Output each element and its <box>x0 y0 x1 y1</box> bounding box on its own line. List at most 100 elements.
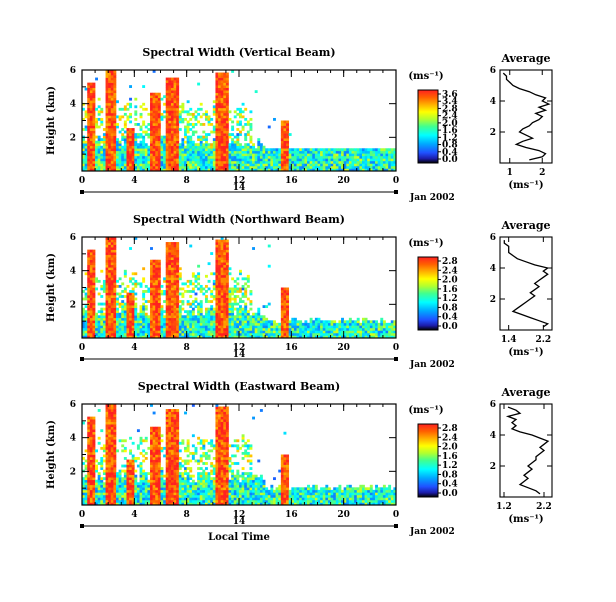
heatmap-cell <box>231 330 234 333</box>
heatmap-cell <box>247 131 250 134</box>
heatmap-cell <box>380 318 383 321</box>
heatmap-cell <box>223 103 226 106</box>
heatmap-cell <box>268 153 271 156</box>
heatmap-cell <box>90 467 93 470</box>
heatmap-cell <box>132 282 135 285</box>
heatmap-cell <box>192 272 195 275</box>
heatmap-cell <box>200 300 203 303</box>
heatmap-cell <box>155 480 158 483</box>
heatmap-cell <box>142 487 145 490</box>
heatmap-cell <box>231 293 234 296</box>
heatmap-cell <box>113 115 116 118</box>
heatmap-cell <box>166 288 169 291</box>
heatmap-cell <box>129 323 132 326</box>
heatmap-cell <box>370 151 373 154</box>
heatmap-cell <box>372 323 375 326</box>
heatmap-cell <box>150 482 153 485</box>
heatmap-cell <box>252 328 255 331</box>
heatmap-cell <box>155 482 158 485</box>
heatmap-cell <box>181 108 184 111</box>
heatmap-cell <box>236 290 239 293</box>
heatmap-cell <box>150 161 153 164</box>
heatmap-cell <box>98 318 101 321</box>
heatmap-cell <box>318 156 321 159</box>
heatmap-cell <box>380 161 383 164</box>
heatmap-cells <box>82 70 396 171</box>
heatmap-cell <box>90 452 93 455</box>
heatmap-cell <box>265 323 268 326</box>
heatmap-cell <box>142 492 145 495</box>
heatmap-cell <box>304 158 307 161</box>
heatmap-cell <box>108 252 111 255</box>
heatmap-cell <box>134 490 137 493</box>
heatmap-cell <box>299 148 302 151</box>
heatmap-cell <box>111 161 114 164</box>
heatmap-cell <box>145 133 148 136</box>
heatmap-cell <box>273 153 276 156</box>
heatmap-cell <box>119 475 122 478</box>
heatmap-cell <box>231 146 234 149</box>
heatmap-cell <box>205 295 208 298</box>
heatmap-cell <box>108 262 111 265</box>
heatmap-cell <box>106 323 109 326</box>
heatmap-cell <box>87 298 90 301</box>
heatmap-cell <box>108 148 111 151</box>
heatmap-cell <box>150 460 153 463</box>
heatmap-cell <box>134 475 137 478</box>
heatmap-cell <box>297 320 300 323</box>
heatmap-cell <box>111 495 114 498</box>
heatmap-cell <box>359 325 362 328</box>
heatmap-cell <box>150 497 153 500</box>
heatmap-cell <box>90 146 93 149</box>
heatmap-cell <box>244 323 247 326</box>
heatmap-cell <box>119 148 122 151</box>
heatmap-cell <box>239 161 242 164</box>
heatmap-cell <box>221 143 224 146</box>
heatmap-cell <box>378 148 381 151</box>
heatmap-cell <box>111 315 114 318</box>
heatmap-cell <box>92 133 95 136</box>
heatmap-cell <box>174 270 177 273</box>
heatmap-cell <box>189 295 192 298</box>
heatmap-cell <box>171 285 174 288</box>
heatmap-cell <box>226 300 229 303</box>
heatmap-cell <box>195 166 198 169</box>
heatmap-cell <box>103 444 106 447</box>
heatmap-cell <box>242 126 245 129</box>
heatmap-cell <box>153 100 156 103</box>
heatmap-cell <box>171 310 174 313</box>
heatmap-cell <box>179 288 182 291</box>
heatmap-cell <box>111 275 114 278</box>
heatmap-cell <box>163 330 166 333</box>
heatmap-cell <box>344 151 347 154</box>
heatmap-cell <box>121 158 124 161</box>
heatmap-cell <box>210 318 213 321</box>
heatmap-cell <box>367 158 370 161</box>
heatmap-cell <box>92 141 95 144</box>
heatmap-cell <box>150 143 153 146</box>
heatmap-cell <box>179 115 182 118</box>
heatmap-cell <box>103 460 106 463</box>
heatmap-cell <box>168 320 171 323</box>
heatmap-cell <box>142 490 145 493</box>
heatmap-cell <box>126 330 129 333</box>
heatmap-cell <box>200 285 203 288</box>
heatmap-cell <box>98 475 101 478</box>
heatmap-cell <box>111 153 114 156</box>
heatmap-cell <box>87 285 90 288</box>
heatmap-cell <box>111 166 114 169</box>
day-label: 14 <box>233 183 246 193</box>
heatmap-cell <box>208 313 211 316</box>
heatmap-cell <box>137 136 140 139</box>
heatmap-cell <box>226 163 229 166</box>
heatmap-cell <box>126 148 129 151</box>
heatmap-cell <box>249 163 252 166</box>
heatmap-cell <box>213 153 216 156</box>
heatmap-cell <box>239 305 242 308</box>
heatmap-cell <box>179 313 182 316</box>
heatmap-cell <box>140 143 143 146</box>
heatmap-cell <box>153 136 156 139</box>
heatmap-cell <box>171 93 174 96</box>
heatmap-cell <box>218 103 221 106</box>
heatmap-cell <box>176 275 179 278</box>
